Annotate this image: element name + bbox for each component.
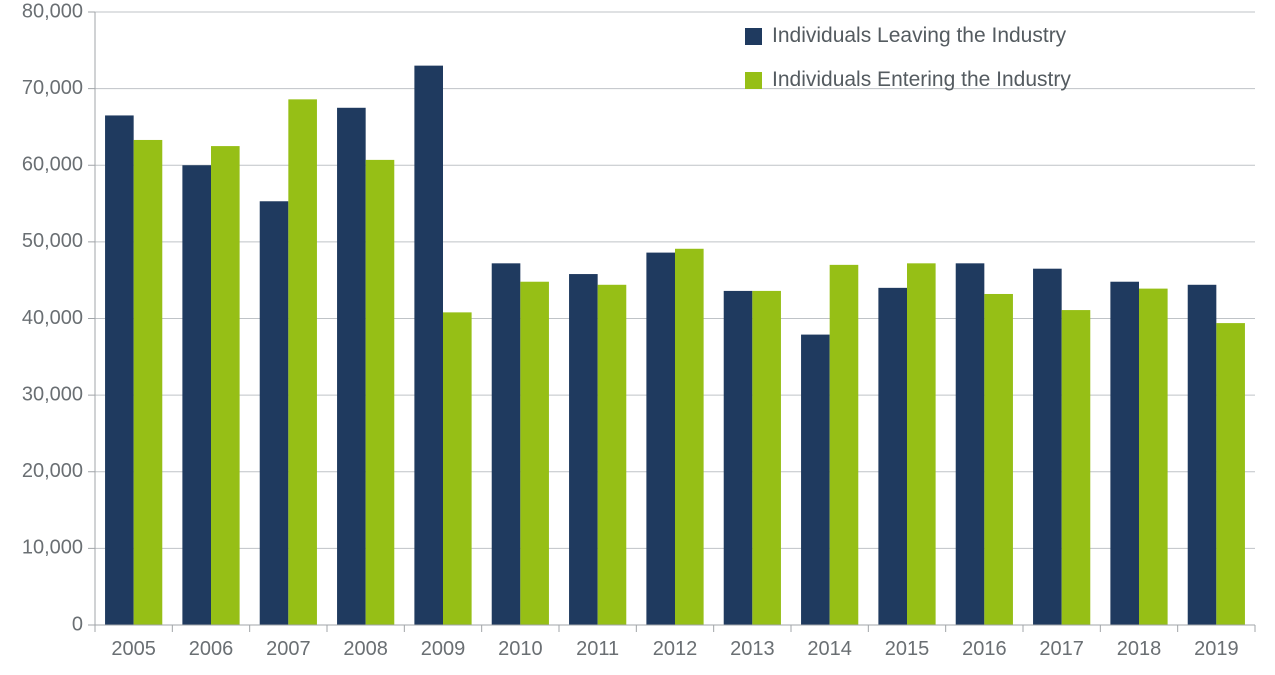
bar-entering: [675, 249, 704, 625]
y-tick-label: 20,000: [22, 460, 83, 482]
y-tick-label: 60,000: [22, 154, 83, 176]
x-tick-label: 2005: [111, 638, 156, 660]
legend-swatch-leaving: [745, 28, 762, 45]
x-tick-label: 2014: [807, 638, 852, 660]
x-tick-label: 2009: [421, 638, 466, 660]
bar-leaving: [1188, 285, 1217, 625]
y-tick-label: 0: [72, 613, 83, 635]
bar-entering: [366, 160, 395, 625]
x-tick-label: 2013: [730, 638, 775, 660]
bar-leaving: [569, 274, 598, 625]
bar-entering: [984, 294, 1013, 625]
bar-leaving: [1033, 269, 1062, 625]
y-tick-label: 10,000: [22, 537, 83, 559]
x-tick-label: 2007: [266, 638, 311, 660]
bar-leaving: [414, 66, 443, 625]
bar-entering: [752, 291, 781, 625]
x-tick-label: 2019: [1194, 638, 1239, 660]
bar-leaving: [492, 263, 521, 625]
bar-leaving: [182, 165, 211, 625]
y-tick-label: 50,000: [22, 230, 83, 252]
bar-leaving: [646, 253, 675, 625]
bar-leaving: [337, 108, 366, 625]
y-tick-label: 40,000: [22, 307, 83, 329]
bar-entering: [1139, 289, 1168, 625]
bar-entering: [288, 99, 317, 625]
legend-swatch-entering: [745, 72, 762, 89]
bar-leaving: [1110, 282, 1139, 625]
bar-leaving: [956, 263, 985, 625]
bar-entering: [907, 263, 936, 625]
x-tick-label: 2017: [1039, 638, 1084, 660]
x-tick-label: 2011: [576, 638, 619, 660]
bar-entering: [1216, 323, 1245, 625]
bar-entering: [830, 265, 859, 625]
bar-entering: [443, 312, 472, 625]
bar-entering: [1062, 310, 1091, 625]
chart-svg: 0 10,000 20,000 30,000 40,000 50,000 60,000 70,…: [0, 0, 1275, 675]
x-tick-label: 2018: [1117, 638, 1162, 660]
industry-entry-exit-chart: 0 10,000 20,000 30,000 40,000 50,000 60,000 70,…: [0, 0, 1275, 675]
x-tick-label: 2010: [498, 638, 543, 660]
bar-leaving: [105, 115, 134, 625]
x-tick-label: 2015: [885, 638, 930, 660]
x-tick-label: 2012: [653, 638, 698, 660]
bar-leaving: [801, 335, 830, 625]
legend-label-leaving: Individuals Leaving the Industry: [772, 24, 1067, 47]
bar-entering: [520, 282, 549, 625]
bar-entering: [211, 146, 240, 625]
x-tick-label: 2016: [962, 638, 1007, 660]
y-tick-label: 30,000: [22, 383, 83, 405]
bar-leaving: [878, 288, 907, 625]
bar-entering: [598, 285, 627, 625]
y-tick-label: 80,000: [22, 0, 83, 22]
bar-leaving: [724, 291, 753, 625]
y-tick-label: 70,000: [22, 77, 83, 99]
bar-leaving: [260, 201, 289, 625]
bar-entering: [134, 140, 163, 625]
legend-label-entering: Individuals Entering the Industry: [772, 68, 1071, 91]
x-tick-label: 2008: [343, 638, 388, 660]
x-tick-label: 2006: [189, 638, 234, 660]
